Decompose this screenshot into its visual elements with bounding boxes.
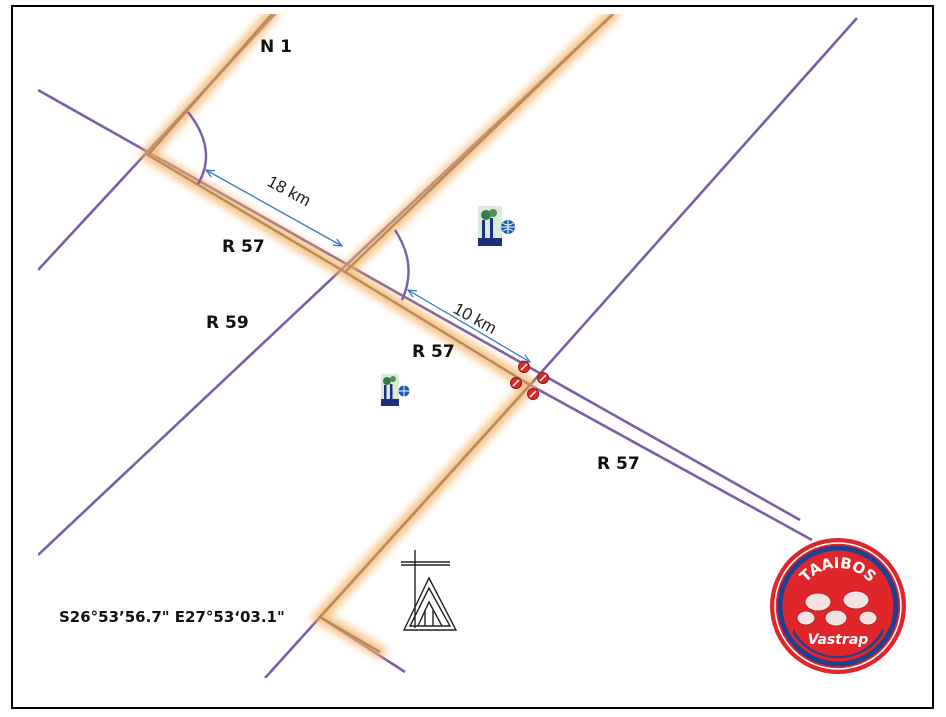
church-icon — [401, 550, 458, 631]
road-label-r57: R 57 — [222, 237, 265, 257]
distance-arrow-18km — [206, 170, 342, 246]
distance-label: 10 km — [450, 299, 500, 338]
road-label-n1: N 1 — [260, 37, 292, 57]
gps-coordinates: S26°53’56.7" E27°53‘03.1" — [59, 608, 285, 626]
road-northeast — [529, 17, 858, 386]
road-label-r59: R 59 — [206, 313, 249, 333]
factory-icon — [478, 206, 515, 246]
angle-arc-2 — [393, 229, 410, 301]
taaibos-vastrap-logo: TAAIBOS Vastrap — [770, 538, 906, 674]
distance-label: 18 km — [264, 172, 314, 211]
traffic-light-icon — [510, 361, 549, 400]
highlighted-route — [137, 14, 620, 659]
road-r57-east — [529, 383, 813, 542]
road-label-r57: R 57 — [412, 342, 455, 362]
angle-arc-1 — [187, 111, 208, 185]
logo-text-bottom: Vastrap — [808, 632, 869, 648]
factory-icon — [381, 374, 410, 406]
distance-arrow-10km — [408, 290, 530, 362]
road-label-r57: R 57 — [597, 454, 640, 474]
